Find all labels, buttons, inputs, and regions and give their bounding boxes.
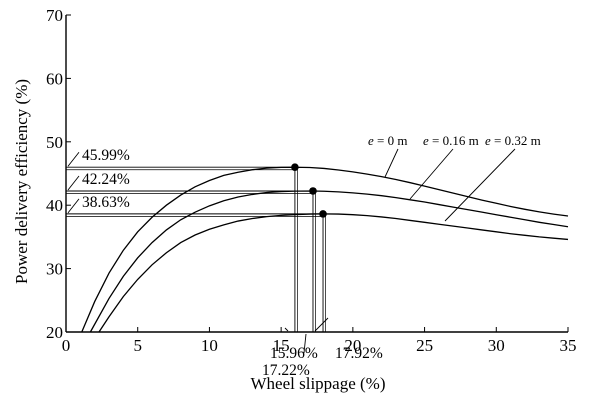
y-tick-label: 50 <box>46 133 63 152</box>
peak-y-leader <box>67 198 80 214</box>
series-label-var: e <box>368 133 374 148</box>
peak-marker <box>319 210 327 218</box>
ticks: 0 5 10 15 20 25 30 35 20 30 40 50 60 70 <box>46 6 577 355</box>
axes <box>65 15 568 333</box>
x-tick-label: 15 <box>273 336 290 355</box>
x-tick-label: 30 <box>488 336 505 355</box>
y-tick-label: 40 <box>46 196 63 215</box>
series-line-1 <box>81 166 569 333</box>
y-tick-label: 70 <box>46 6 63 25</box>
x-tick-label: 35 <box>560 336 577 355</box>
y-tick-label: 60 <box>46 69 63 88</box>
series-leader <box>409 148 454 200</box>
x-tick-label: 10 <box>201 336 218 355</box>
series-label: e = 0 m <box>368 133 407 148</box>
curves <box>81 166 569 333</box>
peak-x-leader <box>284 327 289 332</box>
series-line-2 <box>89 190 569 333</box>
peak-x-label: 17.92% <box>335 345 383 362</box>
peak-marker <box>309 187 317 195</box>
y-axis-label: Power delivery efficiency (%) <box>12 79 31 284</box>
series-label: e = 0.16 m <box>423 133 479 148</box>
series-label-var: e <box>485 133 491 148</box>
peak-x-label: 15.96% <box>270 345 318 362</box>
series-label: e = 0.32 m <box>485 133 541 148</box>
peak-y-leader <box>67 175 80 191</box>
x-tick-label: 0 <box>62 336 71 355</box>
x-tick-label: 20 <box>344 336 361 355</box>
peak-x-leader <box>303 333 307 354</box>
series-leader <box>444 148 516 222</box>
peak-y-label: 42.24% <box>82 171 130 188</box>
peak-y-label: 38.63% <box>82 194 130 211</box>
series-label-var: e <box>423 133 429 148</box>
series-line-3 <box>98 213 569 333</box>
x-tick-label: 25 <box>416 336 433 355</box>
peak-marker <box>291 163 299 172</box>
peak-x-leader <box>314 317 329 332</box>
series-label-rest: = 0.32 m <box>491 133 541 148</box>
series-label-rest: = 0 m <box>374 133 408 148</box>
y-tick-label: 30 <box>46 260 63 279</box>
y-tick-label: 20 <box>46 323 63 342</box>
x-tick-label: 5 <box>133 336 142 355</box>
annotations: 45.99% 15.96% 42.24% 17.22% 38.63% 17.92% e = … <box>67 133 541 379</box>
peak-y-leader <box>67 151 80 167</box>
peak-x-label: 17.22% <box>262 362 310 379</box>
series-label-rest: = 0.16 m <box>429 133 479 148</box>
x-axis-label: Wheel slippage (%) <box>251 374 386 393</box>
series-leader <box>384 148 399 178</box>
peak-y-label: 45.99% <box>82 147 130 164</box>
peak-guides <box>66 163 327 332</box>
